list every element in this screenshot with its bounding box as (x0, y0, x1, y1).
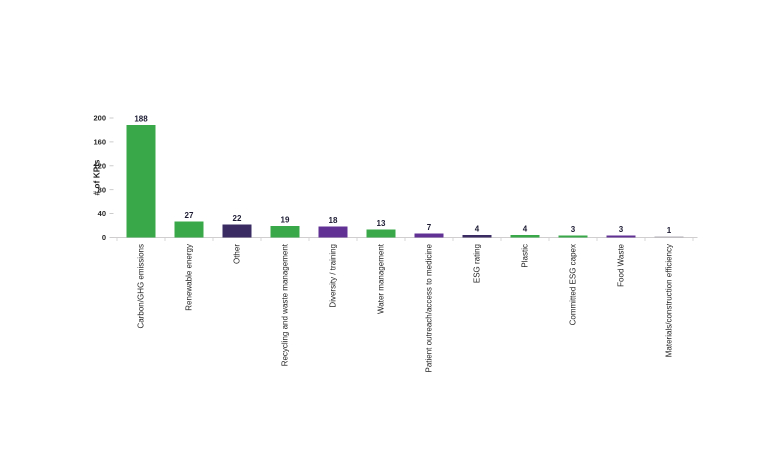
bar (654, 236, 684, 238)
bar-value-label: 19 (281, 216, 290, 225)
y-tick-label: 200 (93, 114, 106, 123)
bar (126, 125, 156, 238)
bar-value-label: 27 (185, 211, 194, 220)
bar-value-label: 22 (233, 214, 242, 223)
bar (270, 226, 300, 238)
bar-value-label: 3 (619, 225, 624, 234)
bar-value-label: 188 (134, 115, 148, 124)
category-label: Recycling and waste management (281, 243, 290, 366)
bar-value-label: 7 (427, 223, 432, 232)
y-tick-label: 120 (93, 161, 106, 170)
bar (318, 226, 348, 238)
bar-value-label: 18 (329, 216, 338, 225)
category-label: Plastic (521, 244, 530, 268)
bar-value-label: 4 (475, 225, 480, 234)
bar-value-label: 13 (377, 219, 386, 228)
category-label: Committed ESG capex (569, 244, 578, 325)
category-label: Renewable energy (185, 244, 194, 311)
y-tick-label: 160 (93, 138, 106, 147)
category-label: Carbon/GHG emissions (137, 244, 146, 328)
bar (462, 235, 492, 238)
category-label: Other (233, 244, 242, 264)
category-label: Diversity / training (329, 244, 338, 308)
bar-value-label: 1 (667, 226, 672, 235)
bar (366, 229, 396, 238)
y-tick-label: 40 (98, 209, 106, 218)
bar (222, 224, 252, 238)
category-label: Food Waste (617, 243, 626, 286)
category-label: Water management (377, 243, 386, 314)
bar (414, 233, 444, 238)
bar (510, 235, 540, 238)
bar (174, 221, 204, 238)
y-tick-label: 0 (102, 233, 106, 242)
category-label: Patient outreach/access to medicine (425, 243, 434, 372)
y-axis-label: # of KPIs (92, 159, 102, 196)
category-label: ESG rating (473, 244, 482, 283)
bar (558, 235, 588, 238)
bar-value-label: 3 (571, 225, 576, 234)
bar (606, 235, 636, 238)
bar-value-label: 4 (523, 225, 528, 234)
category-label: Materials/construction efficiency (665, 244, 674, 357)
y-tick-label: 80 (98, 185, 106, 194)
